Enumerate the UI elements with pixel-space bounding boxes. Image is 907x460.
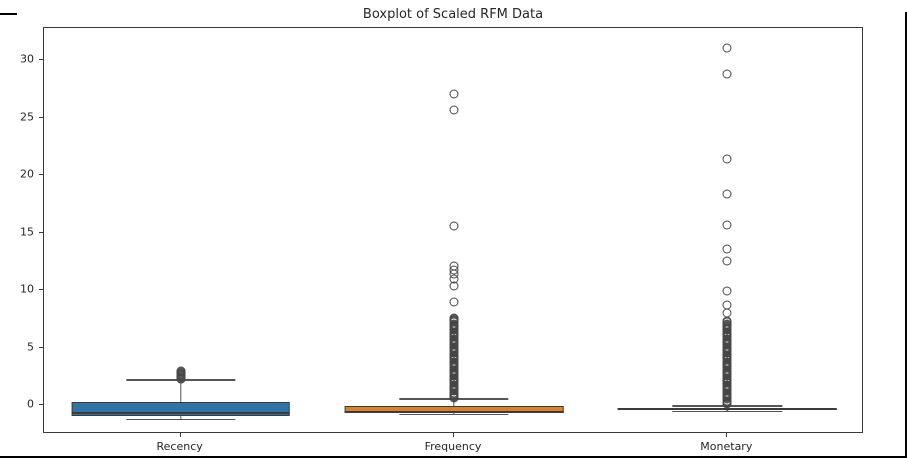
outlier-point [722,316,732,326]
y-axis-tick-label: 15 [20,225,34,239]
y-axis-tick-mark [39,346,43,348]
y-axis-tick-mark [39,289,43,291]
outlier-point [722,43,732,53]
outlier-point [449,105,459,115]
y-axis-tick-mark [39,404,43,406]
outlier-point [449,313,459,323]
outlier-point [176,366,186,376]
outlier-point [722,256,732,266]
outlier-point [449,261,459,271]
x-axis-category-label: Frequency [424,440,482,453]
lower-whisker-cap [125,418,236,421]
outlier-point [722,244,732,254]
x-axis-tick-mark [179,433,181,437]
x-axis-tick-mark [453,433,454,437]
chart-title: Boxplot of Scaled RFM Data [362,7,544,22]
window-border-bottom [0,456,907,458]
y-axis-tick-mark [39,59,43,61]
median-line [618,408,837,411]
y-axis-tick-label: 0 [27,397,34,411]
outlier-point [722,220,732,230]
outlier-point [722,69,732,79]
lower-whisker-cap [399,413,509,415]
lower-whisker [453,412,455,414]
outlier-point [449,297,459,307]
y-axis-tick-label: 30 [20,52,34,66]
outlier-point [722,308,732,318]
y-axis-tick-label: 25 [20,110,34,124]
box-recency [71,402,290,417]
outlier-point [449,89,459,99]
y-axis-tick-label: 10 [20,282,34,296]
plot-area [43,27,863,433]
x-axis-category-label: Monetary [700,440,753,453]
outlier-point [722,300,732,310]
lower-whisker [726,410,729,411]
lower-whisker-cap [672,410,782,413]
y-axis-tick-mark [39,116,43,118]
x-axis-category-label: Recency [156,440,203,453]
median-line [71,412,290,414]
median-line [344,411,564,413]
window-border-top-left-dash [0,13,17,15]
window-border-right [905,12,907,458]
upper-whisker [179,379,182,403]
lower-whisker [179,416,182,419]
x-axis-tick-mark [726,433,728,437]
y-axis-tick-mark [39,231,43,233]
outlier-point [449,221,459,231]
y-axis-tick-mark [39,174,43,176]
outlier-point [722,286,732,296]
y-axis-tick-label: 20 [20,167,34,181]
y-axis-tick-label: 5 [27,340,34,354]
outlier-point [722,189,732,199]
outlier-point [722,154,732,164]
